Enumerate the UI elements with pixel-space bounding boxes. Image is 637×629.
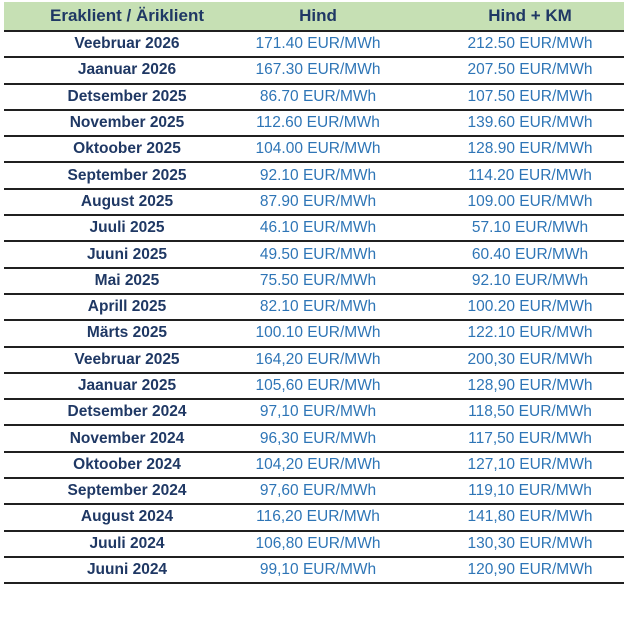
table-row: September 2025 92.10 EUR/MWh 114.20 EUR/MW… [4, 162, 624, 190]
price-vat-cell: 60.40 EUR/MWh [386, 241, 624, 269]
price-vat-cell: 109.00 EUR/MWh [386, 188, 624, 217]
period-cell: Mai 2025 [4, 267, 250, 295]
period-cell: Jaanuar 2026 [4, 57, 250, 85]
period-cell: Jaanuar 2025 [4, 372, 250, 401]
table-row: Oktoober 2025 104.00 EUR/MWh 128.90 EUR/MW… [4, 136, 624, 164]
period-cell: Juuli 2025 [4, 215, 250, 243]
price-cell: 112.60 EUR/MWh [250, 109, 386, 138]
table-row: Märts 2025 100.10 EUR/MWh 122.10 EUR/MWh [4, 320, 624, 348]
table-row: Jaanuar 2025 105,60 EUR/MWh 128,90 EUR/MWh [4, 372, 624, 401]
table-row: Detsember 2025 86.70 EUR/MWh 107.50 EUR/MW… [4, 83, 624, 111]
period-cell: November 2025 [4, 109, 250, 138]
table-row: Juuli 2025 46.10 EUR/MWh 57.10 EUR/MWh [4, 215, 624, 243]
column-header-price: Hind [250, 2, 386, 32]
price-cell: 96,30 EUR/MWh [250, 425, 386, 453]
price-table: Eraklient / Äriklient Hind Hind + KM Vee… [4, 2, 624, 585]
period-cell: August 2024 [4, 504, 250, 532]
price-vat-cell: 212.50 EUR/MWh [386, 31, 624, 59]
price-cell: 164,20 EUR/MWh [250, 346, 386, 374]
price-cell: 86.70 EUR/MWh [250, 83, 386, 111]
period-cell: Veebruar 2026 [4, 31, 250, 59]
price-vat-cell: 128,90 EUR/MWh [386, 372, 624, 401]
price-cell: 116,20 EUR/MWh [250, 504, 386, 532]
period-cell: September 2024 [4, 478, 250, 506]
column-header-period: Eraklient / Äriklient [4, 2, 250, 32]
table-row: November 2024 96,30 EUR/MWh 117,50 EUR/MWh [4, 425, 624, 453]
table-row: Juuni 2025 49.50 EUR/MWh 60.40 EUR/MWh [4, 241, 624, 269]
price-cell: 46.10 EUR/MWh [250, 215, 386, 243]
price-vat-cell: 117,50 EUR/MWh [386, 425, 624, 453]
period-cell: Juuni 2025 [4, 241, 250, 269]
price-cell: 92.10 EUR/MWh [250, 162, 386, 190]
price-vat-cell: 200,30 EUR/MWh [386, 346, 624, 374]
price-vat-cell: 119,10 EUR/MWh [386, 478, 624, 506]
price-vat-cell: 92.10 EUR/MWh [386, 267, 624, 295]
price-vat-cell: 130,30 EUR/MWh [386, 530, 624, 558]
table-row: Veebruar 2025 164,20 EUR/MWh 200,30 EUR/MW… [4, 346, 624, 374]
price-vat-cell: 57.10 EUR/MWh [386, 215, 624, 243]
table-row: Oktoober 2024 104,20 EUR/MWh 127,10 EUR/MW… [4, 451, 624, 480]
period-cell: Aprill 2025 [4, 293, 250, 322]
price-vat-cell: 114.20 EUR/MWh [386, 162, 624, 190]
price-table-header: Eraklient / Äriklient Hind Hind + KM [4, 2, 624, 32]
price-table-body: Veebruar 2026 171.40 EUR/MWh 212.50 EUR/MW… [4, 31, 624, 585]
table-row: Jaanuar 2026 167.30 EUR/MWh 207.50 EUR/MWh [4, 57, 624, 85]
price-cell: 105,60 EUR/MWh [250, 372, 386, 401]
table-row: Detsember 2024 97,10 EUR/MWh 118,50 EUR/MW… [4, 399, 624, 427]
period-cell: Oktoober 2024 [4, 451, 250, 480]
price-cell: 82.10 EUR/MWh [250, 293, 386, 322]
price-vat-cell: 139.60 EUR/MWh [386, 109, 624, 138]
price-vat-cell: 107.50 EUR/MWh [386, 83, 624, 111]
price-cell: 167.30 EUR/MWh [250, 57, 386, 85]
period-cell: Märts 2025 [4, 320, 250, 348]
price-cell: 49.50 EUR/MWh [250, 241, 386, 269]
period-cell: Detsember 2025 [4, 83, 250, 111]
table-row: Juuli 2024 106,80 EUR/MWh 130,30 EUR/MWh [4, 530, 624, 558]
period-cell: Juuni 2024 [4, 556, 250, 585]
price-cell: 104.00 EUR/MWh [250, 136, 386, 164]
price-vat-cell: 141,80 EUR/MWh [386, 504, 624, 532]
price-vat-cell: 100.20 EUR/MWh [386, 293, 624, 322]
header-row: Eraklient / Äriklient Hind Hind + KM [4, 2, 624, 32]
period-cell: Veebruar 2025 [4, 346, 250, 374]
period-cell: Oktoober 2025 [4, 136, 250, 164]
price-vat-cell: 207.50 EUR/MWh [386, 57, 624, 85]
table-row: November 2025 112.60 EUR/MWh 139.60 EUR/MW… [4, 109, 624, 138]
price-cell: 104,20 EUR/MWh [250, 451, 386, 480]
price-vat-cell: 127,10 EUR/MWh [386, 451, 624, 480]
period-cell: August 2025 [4, 188, 250, 217]
price-cell: 87.90 EUR/MWh [250, 188, 386, 217]
price-cell: 97,60 EUR/MWh [250, 478, 386, 506]
price-cell: 97,10 EUR/MWh [250, 399, 386, 427]
table-row: September 2024 97,60 EUR/MWh 119,10 EUR/MW… [4, 478, 624, 506]
price-cell: 171.40 EUR/MWh [250, 31, 386, 59]
price-vat-cell: 128.90 EUR/MWh [386, 136, 624, 164]
price-cell: 99,10 EUR/MWh [250, 556, 386, 585]
table-row: Aprill 2025 82.10 EUR/MWh 100.20 EUR/MWh [4, 293, 624, 322]
period-cell: November 2024 [4, 425, 250, 453]
table-row: August 2024 116,20 EUR/MWh 141,80 EUR/MWh [4, 504, 624, 532]
price-vat-cell: 122.10 EUR/MWh [386, 320, 624, 348]
table-row: Veebruar 2026 171.40 EUR/MWh 212.50 EUR/MW… [4, 31, 624, 59]
price-vat-cell: 120,90 EUR/MWh [386, 556, 624, 585]
price-cell: 100.10 EUR/MWh [250, 320, 386, 348]
period-cell: Juuli 2024 [4, 530, 250, 558]
column-header-price-vat: Hind + KM [386, 2, 624, 32]
table-row: August 2025 87.90 EUR/MWh 109.00 EUR/MWh [4, 188, 624, 217]
price-cell: 75.50 EUR/MWh [250, 267, 386, 295]
price-vat-cell: 118,50 EUR/MWh [386, 399, 624, 427]
period-cell: Detsember 2024 [4, 399, 250, 427]
price-cell: 106,80 EUR/MWh [250, 530, 386, 558]
table-row: Mai 2025 75.50 EUR/MWh 92.10 EUR/MWh [4, 267, 624, 295]
period-cell: September 2025 [4, 162, 250, 190]
table-row: Juuni 2024 99,10 EUR/MWh 120,90 EUR/MWh [4, 556, 624, 585]
